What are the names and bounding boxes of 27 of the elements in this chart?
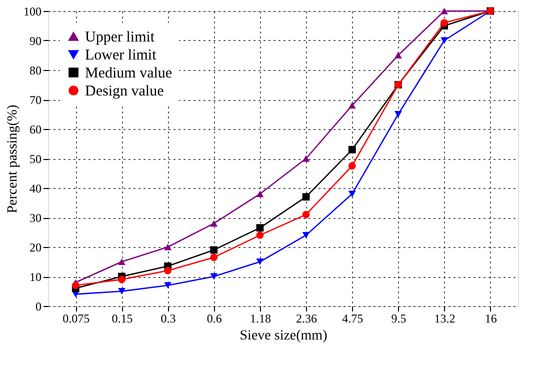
x-tick-label: 0.6 [206, 312, 222, 326]
legend-label: Upper limit [85, 30, 156, 46]
x-tick-label: 13.2 [434, 312, 456, 326]
y-tick-label: 10 [30, 270, 42, 284]
x-tick-label: 0.15 [112, 312, 133, 326]
y-tick-label: 30 [30, 211, 42, 225]
y-tick-label: 50 [30, 152, 42, 166]
x-tick-label: 0.075 [62, 312, 90, 326]
x-tick-label: 2.36 [296, 312, 318, 326]
y-tick-label: 100 [24, 4, 42, 18]
x-tick-label: 16 [484, 312, 497, 326]
y-tick-label: 90 [30, 34, 42, 48]
y-axis-title: Percent passing(%) [6, 104, 20, 214]
x-tick-label: 4.75 [342, 312, 364, 326]
legend-label: Medium value [85, 66, 172, 82]
y-tick-label: 80 [30, 64, 42, 78]
legend-label: Lower limit [85, 48, 158, 64]
y-tick-label: 20 [30, 240, 42, 254]
y-tick-label: 70 [30, 93, 42, 107]
legend-label: Design value [85, 84, 164, 100]
x-tick-label: 9.5 [391, 312, 406, 326]
x-tick-label: 1.18 [250, 312, 271, 326]
y-tick-label: 40 [30, 182, 42, 196]
y-tick-label: 0 [36, 300, 42, 314]
y-tick-label: 60 [30, 122, 42, 136]
x-tick-label: 0.3 [160, 312, 176, 326]
x-axis-title: Sieve size(mm) [240, 328, 328, 344]
